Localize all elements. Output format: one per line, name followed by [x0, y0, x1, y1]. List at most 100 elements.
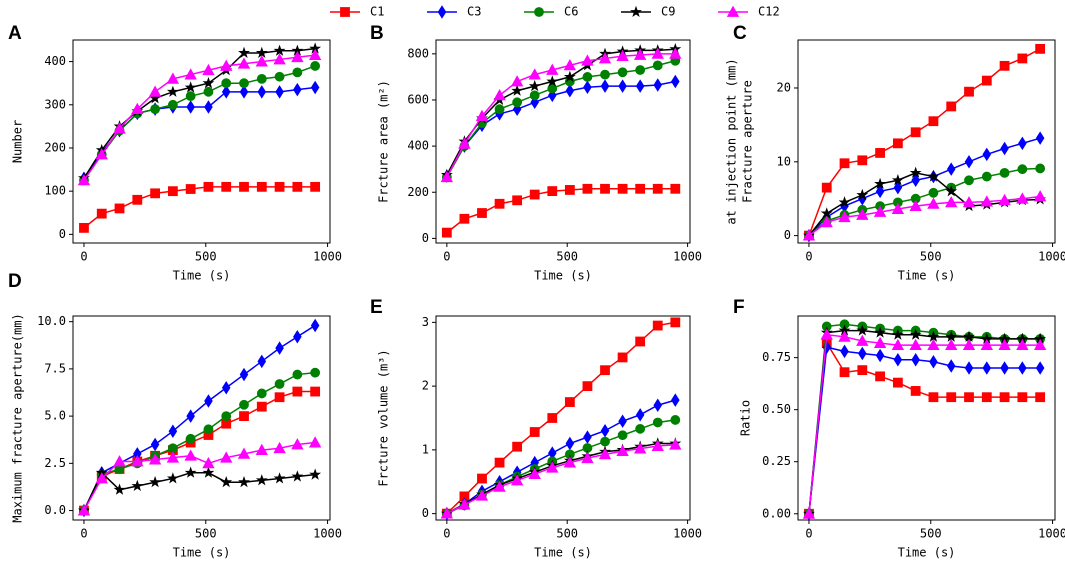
marker	[114, 203, 125, 214]
marker	[891, 202, 905, 214]
marker	[166, 472, 179, 484]
marker	[185, 91, 196, 102]
marker	[838, 210, 851, 223]
marker	[653, 78, 663, 92]
marker	[909, 328, 922, 340]
marker	[95, 148, 108, 160]
marker	[494, 457, 505, 468]
x-tick-label: 0	[80, 527, 87, 541]
marker	[726, 5, 740, 17]
marker	[528, 79, 541, 92]
x-tick-label: 1000	[313, 250, 342, 264]
marker	[547, 186, 558, 196]
y-tick-label: 0	[59, 227, 66, 241]
y-tick-label: 1	[422, 442, 429, 456]
marker	[600, 436, 610, 447]
marker	[946, 359, 956, 373]
marker	[893, 352, 903, 367]
marker	[184, 449, 197, 461]
marker	[293, 82, 302, 97]
marker	[840, 344, 849, 359]
marker	[150, 104, 160, 115]
marker	[564, 397, 575, 407]
marker	[670, 183, 681, 194]
marker	[221, 78, 232, 89]
marker	[186, 409, 195, 423]
marker	[982, 361, 992, 375]
marker	[237, 447, 251, 459]
marker	[166, 85, 179, 97]
marker	[293, 330, 302, 344]
marker	[945, 338, 958, 351]
marker	[1035, 392, 1046, 403]
legend-label: C1	[370, 5, 384, 19]
marker	[635, 336, 646, 347]
marker	[546, 75, 559, 87]
marker	[652, 60, 663, 71]
marker	[95, 472, 108, 484]
marker	[255, 55, 268, 67]
x-tick-label: 0	[805, 527, 812, 541]
marker	[148, 453, 162, 465]
marker	[964, 175, 974, 186]
x-tick-label: 500	[920, 250, 942, 264]
marker	[291, 438, 304, 450]
marker	[617, 430, 628, 441]
marker	[598, 52, 612, 64]
marker	[820, 216, 833, 228]
marker	[999, 392, 1010, 403]
marker	[1016, 338, 1029, 351]
marker	[909, 338, 922, 351]
marker	[964, 155, 974, 169]
y-axis-label: Frcture area (m²)	[377, 80, 391, 203]
plot-frame	[435, 39, 691, 244]
marker	[220, 451, 233, 463]
marker	[600, 79, 610, 93]
marker	[510, 75, 524, 87]
y-tick-label: 0.0	[44, 503, 66, 517]
marker	[255, 474, 268, 486]
marker	[583, 430, 592, 444]
marker	[202, 63, 215, 76]
marker	[630, 5, 642, 18]
marker	[651, 47, 664, 59]
marker	[874, 177, 887, 189]
marker	[618, 79, 627, 93]
marker	[510, 474, 524, 486]
marker	[1035, 131, 1045, 145]
marker	[616, 49, 629, 62]
marker	[168, 424, 178, 438]
marker	[563, 456, 577, 468]
marker	[563, 70, 576, 82]
marker	[652, 417, 663, 428]
marker	[221, 381, 231, 395]
marker	[874, 326, 887, 338]
y-tick-label: 0	[422, 506, 429, 520]
marker	[113, 483, 126, 495]
marker	[1017, 164, 1028, 175]
marker	[1035, 43, 1046, 54]
marker	[132, 194, 143, 205]
marker	[292, 67, 303, 78]
marker	[945, 196, 958, 208]
panel-label: B	[370, 23, 384, 44]
marker	[962, 338, 976, 351]
y-tick-label: 200	[407, 185, 429, 199]
marker	[148, 85, 162, 97]
y-tick-label: 400	[44, 54, 66, 68]
marker	[131, 455, 144, 467]
marker	[1017, 53, 1028, 64]
marker	[273, 44, 286, 56]
marker	[563, 59, 577, 71]
marker	[873, 205, 887, 217]
marker	[999, 60, 1010, 71]
marker	[980, 338, 993, 351]
marker	[204, 394, 213, 408]
marker	[529, 189, 540, 200]
marker	[257, 354, 267, 369]
x-axis-label: Time (s)	[173, 546, 231, 560]
marker	[839, 367, 850, 378]
marker	[910, 127, 921, 138]
x-axis-label: Time (s)	[898, 269, 956, 283]
marker	[600, 365, 610, 376]
